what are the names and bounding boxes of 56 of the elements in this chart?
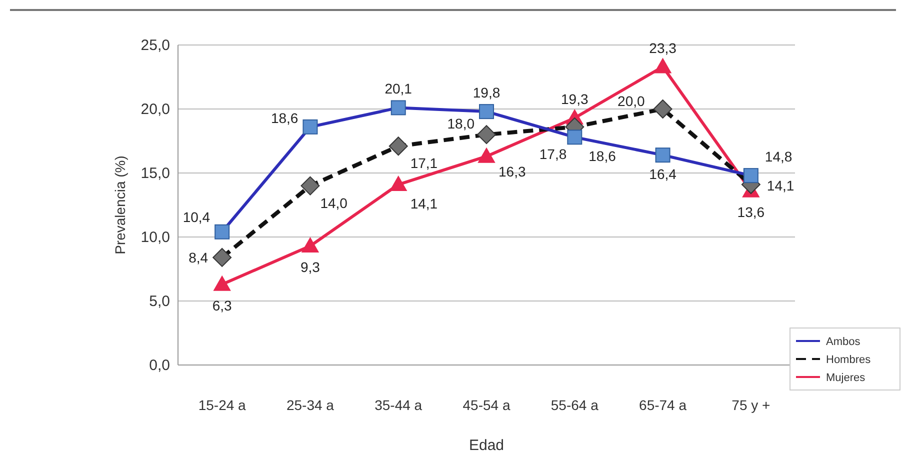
point xyxy=(478,148,495,163)
data-label: 13,6 xyxy=(737,204,765,220)
data-label: 14,8 xyxy=(764,148,792,165)
x-tick-label: 35-44 a xyxy=(374,397,422,413)
data-label: 17,1 xyxy=(410,155,438,172)
data-label: 16,3 xyxy=(498,163,526,180)
x-tick-label: 45-54 a xyxy=(462,397,510,413)
y-tick-label: 10,0 xyxy=(140,229,170,246)
x-tick-label: 15-24 a xyxy=(198,397,246,413)
data-label: 14,1 xyxy=(766,178,794,194)
legend-label: Ambos xyxy=(826,336,861,348)
data-label: 19,8 xyxy=(472,84,500,101)
point xyxy=(302,237,319,252)
data-label: 19,3 xyxy=(561,90,588,107)
point xyxy=(567,130,582,145)
legend-label: Mujeres xyxy=(826,372,866,384)
y-tick-label: 20,0 xyxy=(140,101,170,118)
point xyxy=(477,125,496,144)
point xyxy=(654,58,672,74)
data-label: 16,4 xyxy=(649,166,677,182)
data-label: 18,6 xyxy=(270,110,298,126)
legend-label: Hombres xyxy=(826,354,872,366)
point xyxy=(743,168,758,184)
point xyxy=(479,104,494,120)
data-label: 6,3 xyxy=(212,297,232,314)
y-tick-label: 5,0 xyxy=(149,293,170,310)
data-label: 10,4 xyxy=(182,208,210,225)
x-tick-label: 65-74 a xyxy=(639,397,687,413)
point xyxy=(214,276,231,291)
point xyxy=(655,148,670,163)
data-label: 18,0 xyxy=(447,116,475,132)
y-tick-label: 0,0 xyxy=(149,357,170,374)
point xyxy=(388,136,408,156)
data-label: 18,6 xyxy=(588,148,616,164)
y-tick-label: 25,0 xyxy=(140,37,170,54)
y-tick-label: 15,0 xyxy=(140,165,170,182)
data-label: 20,1 xyxy=(384,80,412,97)
point xyxy=(212,248,232,267)
data-label: 14,1 xyxy=(410,196,438,212)
point xyxy=(653,100,672,118)
data-label: 9,3 xyxy=(300,258,320,275)
point xyxy=(302,119,318,134)
x-axis-title: Edad xyxy=(468,437,504,454)
point xyxy=(214,224,230,240)
x-tick-label: 75 y + xyxy=(732,397,770,413)
data-label: 14,0 xyxy=(320,194,348,211)
data-label: 8,4 xyxy=(188,249,208,266)
point xyxy=(390,176,407,192)
point xyxy=(390,100,406,116)
data-label: 23,3 xyxy=(649,40,677,56)
x-tick-label: 55-64 a xyxy=(550,397,599,413)
y-axis-title: Prevalencia (%) xyxy=(112,156,128,254)
data-label: 17,8 xyxy=(539,146,567,162)
x-tick-label: 25-34 a xyxy=(286,397,334,413)
data-label: 20,0 xyxy=(618,93,645,109)
point xyxy=(300,176,320,196)
